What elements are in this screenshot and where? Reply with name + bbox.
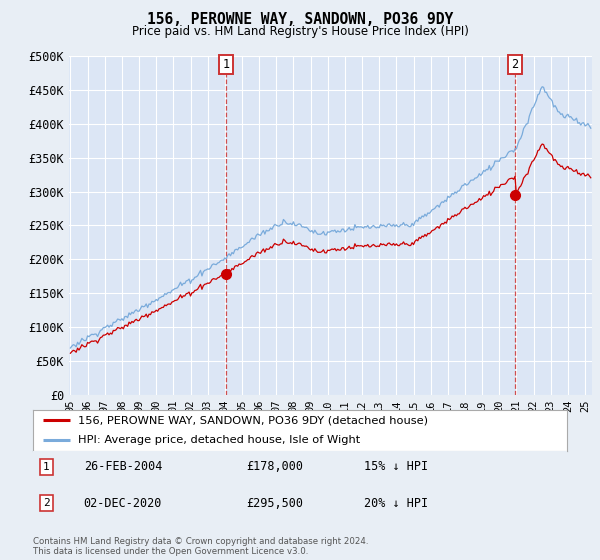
Text: 26-FEB-2004: 26-FEB-2004 [84,460,162,473]
Text: £178,000: £178,000 [247,460,304,473]
Text: 156, PEROWNE WAY, SANDOWN, PO36 9DY (detached house): 156, PEROWNE WAY, SANDOWN, PO36 9DY (det… [79,415,428,425]
Text: 1: 1 [223,58,230,71]
Text: 156, PEROWNE WAY, SANDOWN, PO36 9DY: 156, PEROWNE WAY, SANDOWN, PO36 9DY [147,12,453,27]
Text: Contains HM Land Registry data © Crown copyright and database right 2024.
This d: Contains HM Land Registry data © Crown c… [33,536,368,556]
Text: 1: 1 [43,462,50,472]
Text: Price paid vs. HM Land Registry's House Price Index (HPI): Price paid vs. HM Land Registry's House … [131,25,469,38]
Text: 2: 2 [511,58,518,71]
Text: 02-DEC-2020: 02-DEC-2020 [84,497,162,510]
Text: 20% ↓ HPI: 20% ↓ HPI [364,497,428,510]
Text: 15% ↓ HPI: 15% ↓ HPI [364,460,428,473]
Text: HPI: Average price, detached house, Isle of Wight: HPI: Average price, detached house, Isle… [79,435,361,445]
Text: £295,500: £295,500 [247,497,304,510]
Text: 2: 2 [43,498,50,508]
